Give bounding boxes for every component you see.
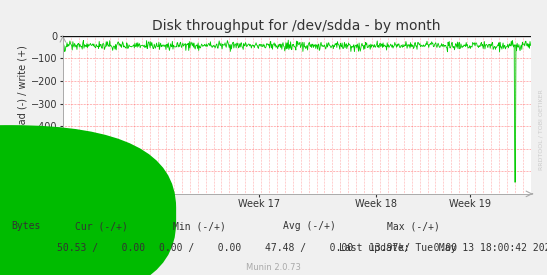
Text: 47.48 /    0.00: 47.48 / 0.00 (265, 243, 353, 253)
Text: RRDTOOL / TOBI OETIKER: RRDTOOL / TOBI OETIKER (538, 89, 543, 170)
Text: Last update: Tue May 13 18:00:42 2025: Last update: Tue May 13 18:00:42 2025 (339, 243, 547, 253)
Text: Max (-/+): Max (-/+) (387, 221, 439, 231)
Text: Min (-/+): Min (-/+) (173, 221, 226, 231)
Text: Bytes: Bytes (11, 221, 40, 231)
Title: Disk throughput for /dev/sdda - by month: Disk throughput for /dev/sdda - by month (153, 19, 441, 33)
Text: 50.53 /    0.00: 50.53 / 0.00 (57, 243, 146, 253)
Text: Cur (-/+): Cur (-/+) (75, 221, 127, 231)
Text: 13.97k/    0.00: 13.97k/ 0.00 (369, 243, 457, 253)
Text: 0.00 /    0.00: 0.00 / 0.00 (159, 243, 241, 253)
Text: Munin 2.0.73: Munin 2.0.73 (246, 263, 301, 272)
Y-axis label: Pr second read (-) / write (+): Pr second read (-) / write (+) (18, 45, 28, 185)
Text: Avg (-/+): Avg (-/+) (283, 221, 335, 231)
